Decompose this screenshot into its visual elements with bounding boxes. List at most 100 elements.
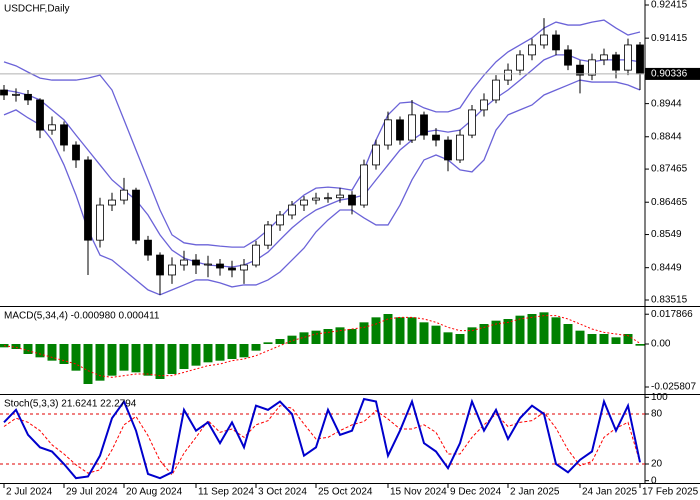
y-tick-label: 0.8844 [651,131,682,142]
candle-body [168,264,176,276]
x-tick-label: 24 Jan 2025 [582,487,637,498]
macd-bar [479,324,489,344]
macd-bar [455,334,465,344]
candle-body [336,194,344,199]
macd-bar [167,344,177,374]
macd-bar [623,334,633,344]
macd-bar [371,317,381,344]
stoch-k [3,397,641,480]
x-tick-label: 2 Jan 2025 [510,487,560,498]
candle-body [276,214,284,226]
candle-body [216,263,224,269]
candle-body [288,204,296,216]
macd-bar [419,322,429,344]
candle-body [360,164,368,206]
macd-bar [179,344,189,369]
macd-bar [407,317,417,344]
y-tick-label: 0.83515 [651,295,688,306]
x-tick-label: 20 Aug 2024 [126,487,183,498]
macd-bar [359,322,369,344]
candle-body [84,159,92,241]
candle-body [432,134,440,141]
panel-title: MACD(5,34,4) -0.000980 0.000411 [4,311,160,322]
macd-bar [11,344,21,349]
macd-bar [83,344,93,384]
macd-bar [287,335,297,344]
candle-body [492,79,500,101]
candle-body [24,93,32,101]
candle-body [180,259,188,266]
candle-body [576,64,584,76]
band-lower [3,79,641,296]
candle-body [324,197,332,200]
candle-body [504,69,512,81]
band-middle [3,54,641,268]
macd-bar [143,344,153,376]
candle-body [528,44,536,56]
candle-body [480,99,488,111]
candle-body [120,189,128,201]
candle-body [516,54,524,71]
macd-bar [107,344,117,376]
macd-bar [95,344,105,381]
candle-body [468,109,476,136]
macd-bar [155,344,165,379]
y-tick-label: 0.91415 [651,33,688,44]
x-tick-label: 17 Feb 2025 [642,487,699,498]
candle-body [456,134,464,161]
candle-body [108,199,116,206]
y-tick-label: 0.8549 [651,229,682,240]
macd-bar [335,327,345,344]
macd-bar [527,314,537,344]
macd-bar [503,319,513,344]
macd-bar [431,325,441,344]
candle-body [60,124,68,146]
macd-bar [71,344,81,371]
macd-bar [575,330,585,344]
x-tick-label: 2 Jul 2024 [6,487,53,498]
macd-bar [563,324,573,344]
y-tick-label: 0.92415 [651,0,688,11]
stoch-d [3,405,641,476]
candle-body [96,204,104,241]
macd-bar [59,344,69,364]
candle-body [300,199,308,206]
macd-bar [587,334,597,344]
candle-body [12,93,20,96]
macd-bar [119,344,129,371]
macd-bar [383,314,393,344]
macd-bar [551,317,561,344]
panel-title: Stoch(5,3,3) 21.6241 22.2794 [4,399,137,410]
y-tick-label: -0.025807 [651,382,696,393]
candle-body [144,239,152,256]
y-tick-label: 20 [651,459,663,470]
macd-bar [467,327,477,344]
candle-body [192,259,200,266]
candle-body [564,49,572,66]
candle-body [612,54,620,71]
candle-body [36,99,44,131]
macd-bar [395,317,405,344]
macd-bar [515,315,525,344]
candle-body [540,34,548,46]
macd-bar [263,342,273,344]
x-tick-label: 3 Oct 2024 [258,487,307,498]
x-tick-label: 9 Dec 2024 [450,487,502,498]
macd-bar [191,344,201,366]
macd-bar [491,320,501,344]
y-tick-label: 0.86465 [651,197,688,208]
candle-body [228,267,236,271]
panel-title: USDCHF,Daily [4,4,70,15]
last-price-box [645,67,700,80]
macd-bar [347,329,357,344]
macd-bar [299,332,309,344]
candle-body [348,194,356,206]
candle-body [588,59,596,76]
candle-body [312,197,320,201]
band-upper [3,19,641,248]
candle-body [48,124,56,131]
y-tick-label: 0.87465 [651,164,688,175]
